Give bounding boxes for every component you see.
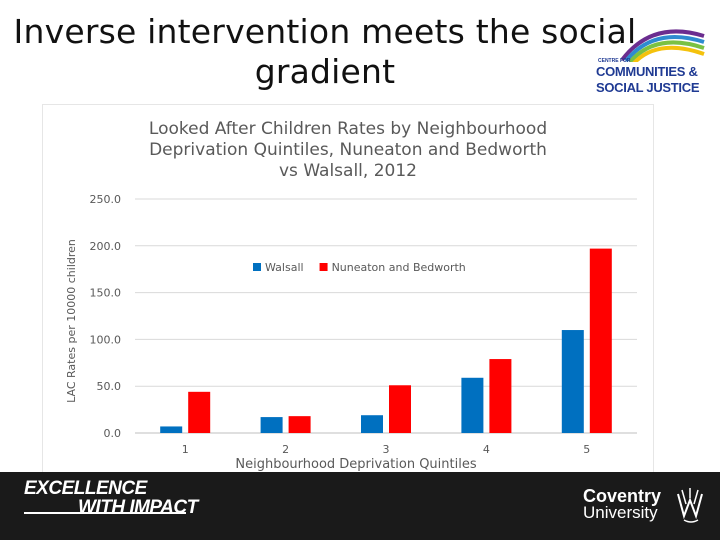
chart-title: Looked After Children Rates by Neighbour… [123,119,573,182]
x-tick-label: 3 [383,443,390,456]
chart-title-line1: Looked After Children Rates by Neighbour… [148,119,548,139]
logo-line2: SOCIAL JUSTICE [596,80,700,95]
legend-label: Nuneaton and Bedworth [332,261,466,274]
x-tick-label: 2 [282,443,289,456]
y-tick-label: 50.0 [97,380,122,393]
tagline-line1: EXCELLENCE [24,478,147,499]
bar-nuneaton-bedworth [288,416,311,433]
university-name-line1: Coventry [583,486,662,506]
bar-walsall [461,377,484,433]
bar-walsall [160,426,183,433]
y-tick-label: 200.0 [90,240,122,253]
logo-arcs-icon [620,29,705,62]
x-tick-label: 4 [483,443,490,456]
bar-nuneaton-bedworth [489,359,512,433]
bar-nuneaton-bedworth [389,385,411,433]
legend-swatch [253,263,261,271]
tagline-line2: WITH IMPACT [78,497,198,518]
slide-title-line1: Inverse intervention meets the social [13,12,637,51]
chart-svg: 0.0 50.0 100.0 150.0 200.0 250.0 1 2 3 4 5 Neighbou… [65,193,637,472]
bar-walsall [361,415,383,433]
legend-swatch [319,263,328,271]
y-axis-title: LAC Rates per 10000 children [65,239,78,403]
legend-label: Walsall [265,261,304,274]
footer-bar: EXCELLENCE WITH IMPACT Coventry Universi… [0,472,720,540]
x-axis-title: Neighbourhood Deprivation Quintiles [235,457,476,472]
university-name-line2: University [583,503,658,522]
university-crest-icon [677,488,703,523]
y-tick-label: 100.0 [90,333,122,346]
chart-frame: Looked After Children Rates by Neighbour… [42,104,654,474]
x-tick-label: 1 [182,443,189,456]
y-tick-label: 150.0 [90,287,122,300]
bar-nuneaton-bedworth [589,248,612,433]
logo-small-text: CENTRE FOR [598,58,631,64]
slide-title-line2: gradient [254,52,396,91]
bar-walsall [561,330,584,433]
bar-nuneaton-bedworth [188,391,211,433]
chart-title-line3: vs Walsall, 2012 [279,161,417,181]
tagline-underline [24,512,186,514]
logo-line1: COMMUNITIES & [596,64,698,79]
communities-social-justice-logo: CENTRE FOR COMMUNITIES & SOCIAL JUSTICE [592,22,712,102]
y-tick-label: 0.0 [104,427,122,440]
bar-walsall [260,417,283,433]
chart-title-line2: Deprivation Quintiles, Nuneaton and Bedw… [149,140,547,160]
slide-title: Inverse intervention meets the social gr… [0,12,650,92]
x-tick-label: 5 [583,443,590,456]
y-tick-label: 250.0 [90,193,122,206]
